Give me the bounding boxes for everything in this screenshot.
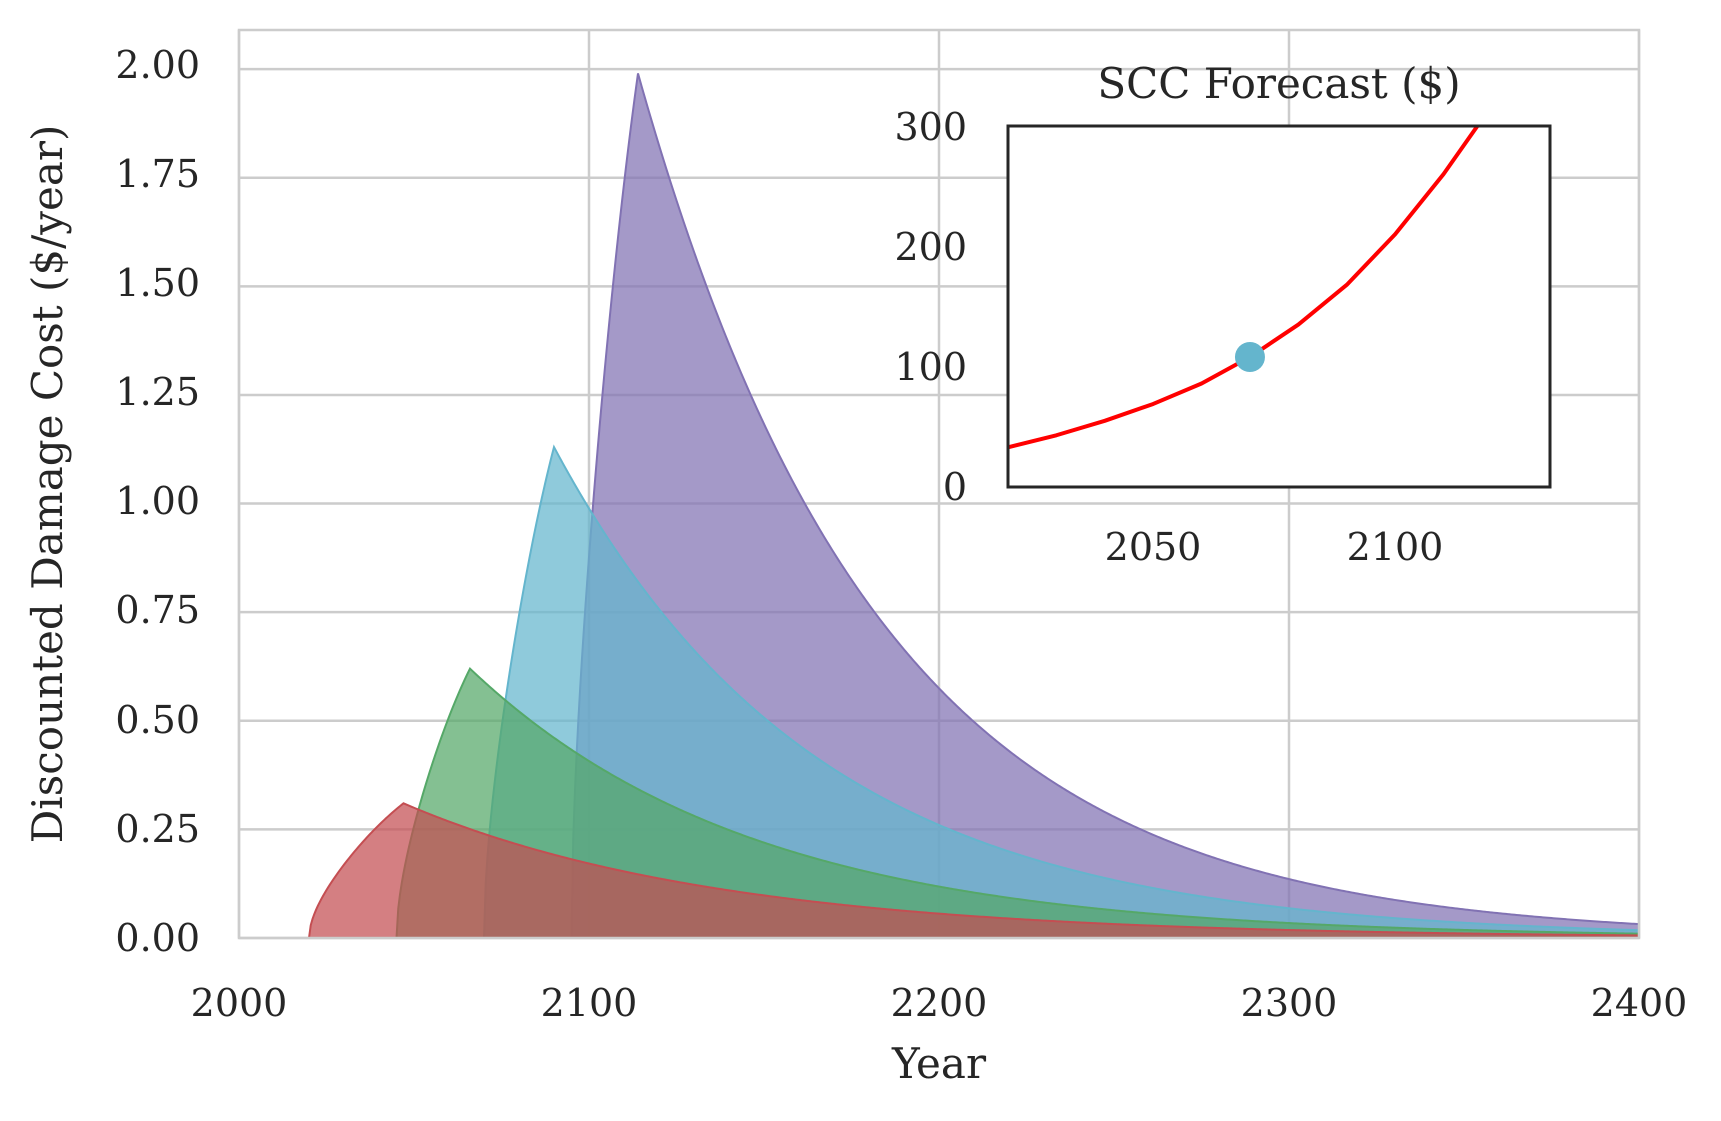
inset-marker	[1234, 342, 1265, 373]
inset-line-series-0	[1008, 126, 1480, 450]
main-area-series	[307, 73, 1640, 939]
main-plot-frame	[237, 28, 1641, 940]
inset-x-ticks: 2050 2100	[1105, 525, 1444, 569]
y-tick-label: 2.00	[115, 43, 200, 87]
inset-line-series	[1008, 126, 1480, 450]
area-series-3	[307, 802, 1640, 939]
x-tick-label: 2300	[1241, 981, 1338, 1025]
y-axis-label: Discounted Damage Cost ($/year)	[23, 125, 72, 844]
area-series-1	[482, 444, 1640, 939]
y-tick-label: 1.75	[115, 152, 200, 196]
inset-marker-point	[1234, 342, 1265, 373]
inset-y-tick-label: 200	[894, 225, 967, 269]
inset-x-tick-label: 2050	[1105, 525, 1202, 569]
y-tick-label: 1.50	[115, 261, 200, 305]
x-tick-label: 2200	[891, 981, 988, 1025]
inset-plot-frame	[1006, 124, 1552, 489]
inset-y-tick-label: 300	[894, 105, 967, 149]
y-tick-label: 0.25	[115, 807, 200, 851]
inset-plot-background	[1008, 126, 1550, 487]
inset-y-tick-label: 100	[894, 345, 967, 389]
y-tick-label: 0.00	[115, 916, 200, 960]
x-tick-label: 2400	[1591, 981, 1688, 1025]
y-tick-label: 1.25	[115, 370, 200, 414]
area-series-2	[395, 666, 1640, 939]
inset-title: SCC Forecast ($)	[1097, 59, 1460, 108]
x-tick-label: 2100	[541, 981, 638, 1025]
area-series-0	[570, 73, 1640, 939]
inset-x-tick-label: 2100	[1347, 525, 1444, 569]
y-tick-label: 1.00	[115, 479, 200, 523]
main-x-ticks: 2000 2100 2200 2300 2400	[191, 981, 1688, 1025]
y-tick-label: 0.75	[115, 588, 200, 632]
inset-y-ticks: 0 100 200 300	[894, 105, 967, 509]
inset-y-tick-label: 0	[943, 465, 967, 509]
x-axis-label: Year	[891, 1039, 987, 1088]
y-tick-label: 0.50	[115, 698, 200, 742]
x-tick-label: 2000	[191, 981, 288, 1025]
main-y-ticks: 0.00 0.25 0.50 0.75 1.00 1.25 1.50 1.75 …	[115, 43, 200, 960]
